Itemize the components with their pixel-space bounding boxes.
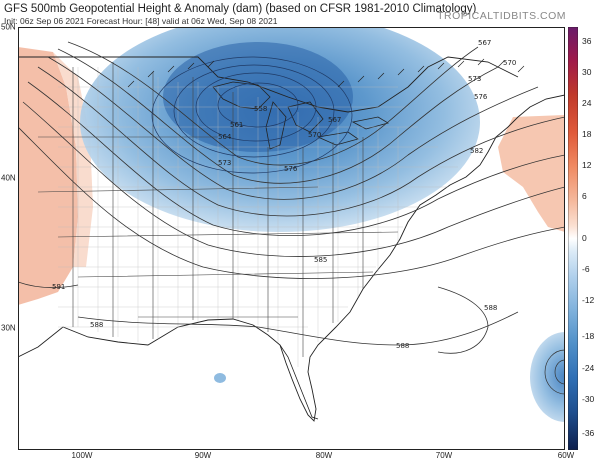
contour-label: 582 [470, 147, 483, 155]
atlantic-low-contours [544, 349, 565, 395]
lon-label-80w: 80W [315, 451, 333, 460]
anomaly-negative-atlantic [530, 332, 565, 422]
height-anomaly-map: 567 570 573 576 582 585 588 588 588 558 … [18, 27, 565, 450]
contour-label: 567 [478, 39, 491, 47]
colorbar-tick: -36 [582, 428, 595, 438]
contour-label: 570 [308, 131, 321, 139]
trough-contours [151, 56, 353, 174]
canada-border [18, 56, 519, 113]
colorbar-tick: -24 [582, 363, 595, 373]
colorbar-tick: 12 [582, 160, 592, 170]
contour-labels: 567 570 573 576 582 585 588 588 588 558 … [52, 39, 516, 350]
contour-label: 564 [218, 133, 232, 141]
colorbar-tick: 36 [582, 36, 592, 46]
contour-label: 567 [328, 116, 341, 124]
contour-label: 588 [484, 304, 497, 312]
wind-barbs [127, 58, 525, 88]
colorbar-tick: 18 [582, 129, 592, 139]
anomaly-positive-east [498, 115, 565, 232]
colorbar-tick: -12 [582, 295, 595, 305]
lon-label-90w: 90W [194, 451, 212, 460]
contour-label: 576 [474, 93, 488, 101]
contour-label: 585 [314, 256, 327, 264]
brand-watermark: TROPICALTIDBITS.COM [437, 10, 566, 22]
florida-peninsula [279, 344, 319, 420]
county-grid [58, 67, 458, 367]
map-subtitle: Init: 06z Sep 06 2021 Forecast Hour: [48… [4, 16, 278, 26]
anomaly-negative-gulf-spot [214, 373, 226, 383]
anomaly-colorbar [568, 27, 578, 450]
height-contours [18, 41, 565, 354]
contour-label: 573 [218, 159, 231, 167]
colorbar-tick: 6 [582, 191, 587, 201]
lon-label-60w: 60W [557, 451, 575, 460]
contour-label: 588 [396, 342, 409, 350]
anomaly-positive-west [18, 47, 78, 305]
contour-label: 570 [503, 59, 516, 67]
colorbar-tick: 24 [582, 98, 592, 108]
colorbar-tick: 0 [582, 233, 587, 243]
colorbar-tick: -6 [582, 264, 590, 274]
contour-label: 591 [52, 283, 65, 291]
contour-label: 573 [468, 75, 481, 83]
lat-label-50n: 50N [1, 22, 16, 32]
contour-label: 561 [230, 121, 243, 129]
contour-label: 576 [284, 165, 298, 173]
colorbar-tick: 30 [582, 67, 592, 77]
colorbar-tick: -30 [582, 394, 595, 404]
map-title: GFS 500mb Geopotential Height & Anomaly … [4, 3, 477, 15]
lat-label-40n: 40N [1, 173, 16, 183]
map-panel: 567 570 573 576 582 585 588 588 588 558 … [18, 27, 565, 450]
contour-label: 558 [254, 105, 267, 113]
lon-label-70w: 70W [435, 451, 453, 460]
us-coastline [18, 94, 565, 422]
contour-label: 588 [90, 321, 103, 329]
colorbar-tick: -18 [582, 331, 595, 341]
lat-label-30n: 30N [1, 323, 16, 333]
lon-label-100w: 100W [71, 451, 93, 460]
map-frame [18, 27, 565, 450]
